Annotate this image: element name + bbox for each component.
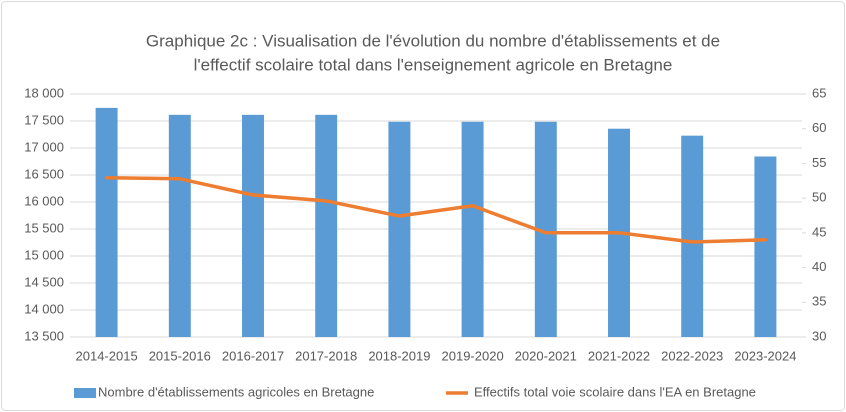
bar <box>388 121 411 338</box>
y-tick-label: 18 000 <box>24 85 64 100</box>
x-tick-label: 2017-2018 <box>295 348 357 363</box>
x-tick-label: 2018-2019 <box>368 348 430 363</box>
y2-tick-label: 60 <box>812 120 826 135</box>
bar <box>95 107 118 337</box>
y-tick-label: 15 500 <box>24 220 64 235</box>
x-tick-label: 2022-2023 <box>661 348 723 363</box>
bar <box>681 135 704 337</box>
y2-tick-label: 50 <box>812 190 826 205</box>
x-tick-label: 2021-2022 <box>588 348 650 363</box>
chart-title: l'effectif scolaire total dans l'enseign… <box>194 55 673 74</box>
y-tick-label: 17 000 <box>24 139 64 154</box>
y-tick-label: 16 500 <box>24 166 64 181</box>
y2-tick-label: 55 <box>812 155 826 170</box>
x-tick-label: 2016-2017 <box>222 348 284 363</box>
x-tick-label: 2019-2020 <box>442 348 504 363</box>
y-tick-label: 14 000 <box>24 301 64 316</box>
y2-tick-label: 35 <box>812 294 826 309</box>
x-tick-label: 2020-2021 <box>515 348 577 363</box>
x-tick-label: 2014-2015 <box>76 348 138 363</box>
y-tick-label: 17 500 <box>24 112 64 127</box>
legend-swatch <box>74 388 96 398</box>
y-tick-label: 15 000 <box>24 247 64 262</box>
legend-label: Nombre d'établissements agricoles en Bre… <box>98 384 374 399</box>
bar <box>168 114 191 337</box>
y2-tick-label: 65 <box>812 85 826 100</box>
y-tick-label: 13 500 <box>24 328 64 343</box>
bar <box>754 156 777 337</box>
bar <box>461 121 484 338</box>
x-tick-label: 2023-2024 <box>734 348 796 363</box>
x-tick-label: 2015-2016 <box>149 348 211 363</box>
bar <box>242 114 264 337</box>
bar <box>534 121 557 338</box>
legend-label: Effectifs total voie scolaire dans l'EA … <box>474 384 756 399</box>
y-tick-label: 14 500 <box>24 274 64 289</box>
y-tick-label: 16 000 <box>24 193 64 208</box>
y2-tick-label: 30 <box>812 328 826 343</box>
chart-title: Graphique 2c : Visualisation de l'évolut… <box>146 31 720 50</box>
bar <box>315 114 338 337</box>
y2-tick-label: 40 <box>812 259 826 274</box>
line <box>104 175 768 244</box>
y2-tick-label: 45 <box>812 224 826 239</box>
